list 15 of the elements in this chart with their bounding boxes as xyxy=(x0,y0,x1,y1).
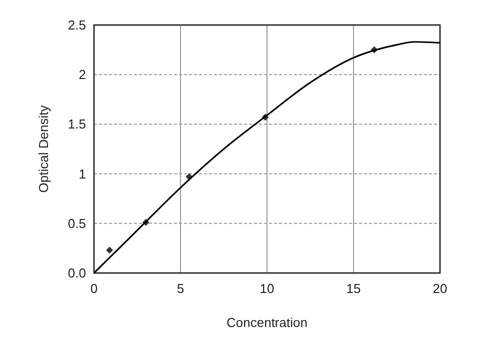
x-tick-label: 10 xyxy=(260,281,274,296)
y-tick-label: 2.5 xyxy=(68,18,86,32)
x-axis-title: Concentration xyxy=(226,315,308,330)
y-tick-label: 0.5 xyxy=(68,216,86,231)
x-tick-label: 20 xyxy=(432,281,448,296)
y-axis-title: Optical Density xyxy=(36,104,51,193)
y-tick-label: 1 xyxy=(78,166,86,182)
x-tick-label: 5 xyxy=(176,281,184,296)
x-tick-label: 15 xyxy=(346,281,361,296)
y-tick-label: 0.0 xyxy=(68,266,86,280)
x-tick-label: 0 xyxy=(90,281,98,296)
y-tick-label: 2 xyxy=(78,67,86,82)
y-tick-label: 1.5 xyxy=(68,116,86,132)
line-series xyxy=(93,41,441,274)
point xyxy=(106,246,114,254)
